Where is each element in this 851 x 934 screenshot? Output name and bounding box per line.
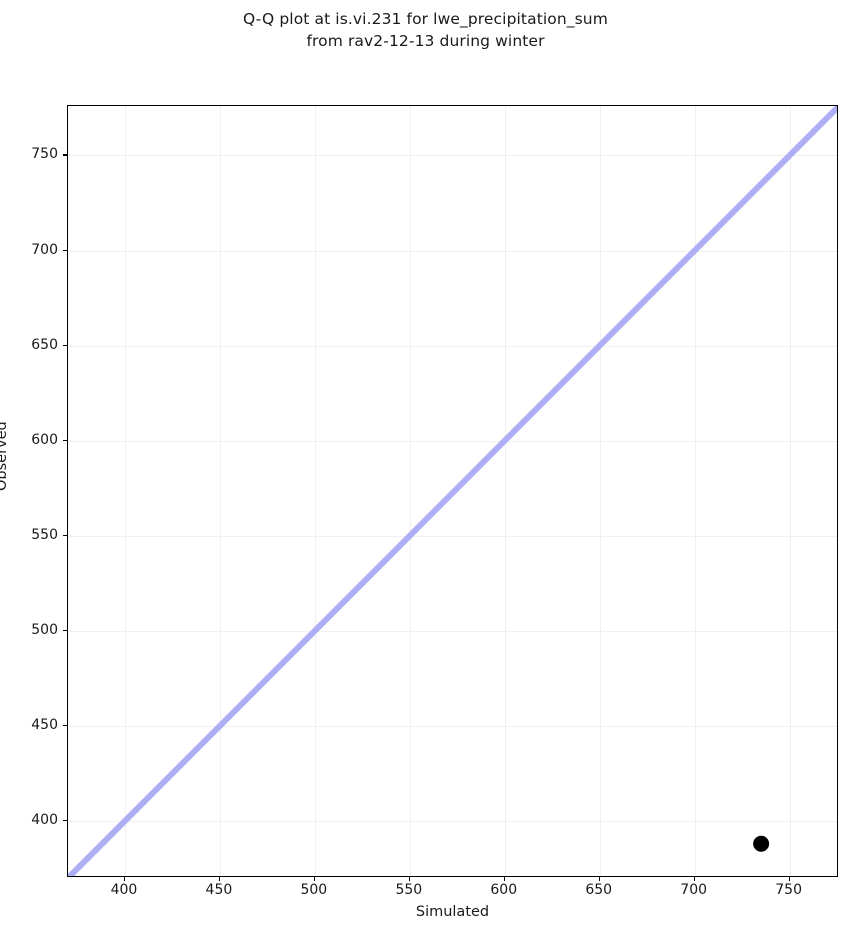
gridline-vertical [124,106,126,876]
chart-title-line-2: from rav2-12-13 during winter [306,32,545,50]
chart-title: Q-Q plot at is.vi.231 for lwe_precipitat… [0,8,851,52]
y-tick-label: 600 [31,431,58,448]
x-tick-mark [788,877,790,881]
x-tick-label: 600 [490,882,518,898]
x-tick-mark [218,877,221,881]
x-tick-label: 500 [300,882,328,898]
x-tick-mark [313,877,316,881]
gridline-vertical [219,106,221,876]
gridline-horizontal [68,155,837,157]
x-tick-label: 450 [205,882,233,898]
y-tick-label: 400 [31,811,58,828]
y-tick-label: 700 [31,241,58,258]
gridline-horizontal [68,440,837,442]
y-tick-mark [63,534,67,537]
y-tick-mark [63,724,67,727]
y-tick-label: 550 [31,526,58,543]
y-axis-label: Observed [0,421,10,491]
gridline-vertical [694,106,696,876]
x-tick-label: 550 [395,882,423,898]
x-tick-label: 650 [585,882,613,898]
x-tick-label: 750 [775,882,802,898]
plot-area [67,105,838,877]
gridline-horizontal [68,535,837,537]
y-tick-label: 450 [31,716,58,733]
y-tick-mark [63,439,67,441]
y-tick-mark [63,344,67,346]
x-tick-mark [408,877,411,881]
y-tick-mark [63,249,67,251]
x-tick-mark [123,877,126,881]
y-tick-mark [63,154,67,156]
data-point-marker [753,835,770,852]
one-to-one-reference-line [68,106,837,876]
gridline-vertical [599,106,601,876]
gridline-vertical [409,106,411,876]
gridline-horizontal [68,345,837,347]
gridline-vertical [789,106,791,876]
gridline-horizontal [68,725,837,727]
x-tick-label: 700 [680,882,708,898]
x-axis-label: Simulated [415,904,490,920]
line-series-group [68,106,837,876]
scatter-series-group [753,835,770,852]
x-tick-mark [693,877,695,881]
gridline-vertical [504,106,506,876]
chart-title-line-1: Q-Q plot at is.vi.231 for lwe_precipitat… [243,10,608,28]
gridline-horizontal [68,250,837,252]
y-tick-label: 650 [31,336,58,353]
gridline-horizontal [68,630,837,632]
y-tick-label: 750 [31,146,58,163]
y-tick-mark [63,629,67,632]
x-tick-label: 400 [110,882,138,898]
plot-canvas [68,106,837,876]
gridline-horizontal [68,820,837,822]
y-tick-mark [63,819,67,822]
y-tick-label: 500 [31,621,58,638]
x-tick-mark [503,877,506,881]
gridline-vertical [314,106,316,876]
x-tick-mark [598,877,601,881]
